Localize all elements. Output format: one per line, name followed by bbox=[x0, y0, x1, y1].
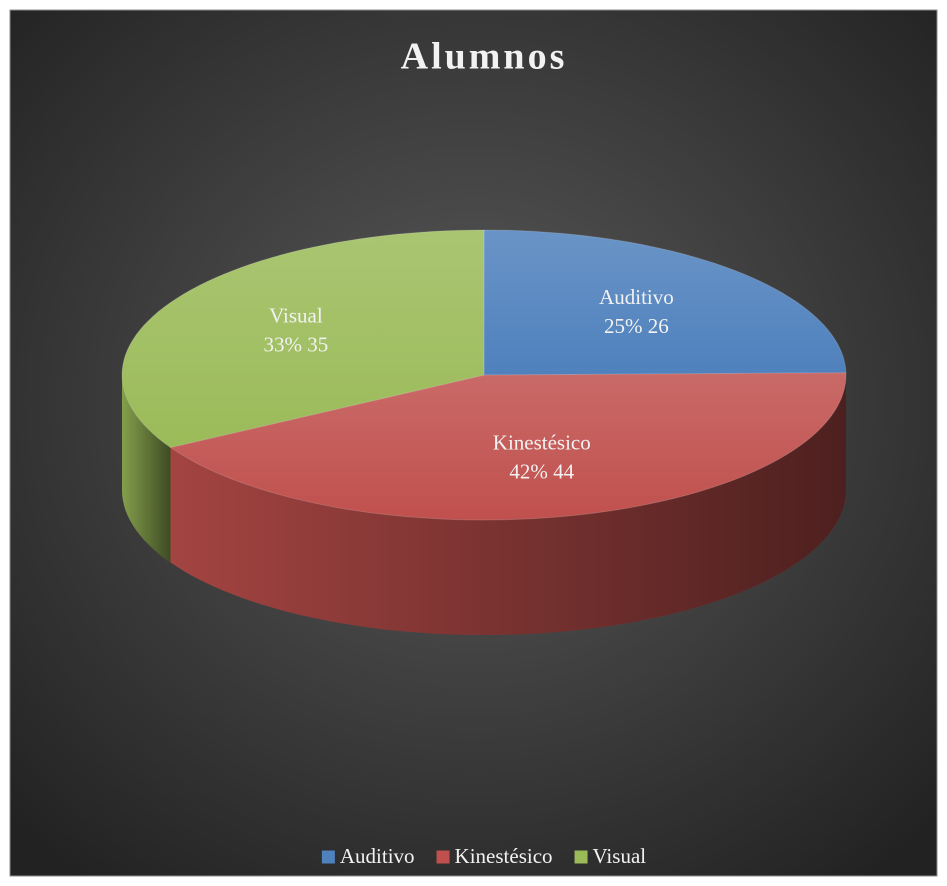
data-label-value: 42% 44 bbox=[509, 460, 574, 484]
data-label-name: Visual bbox=[269, 303, 323, 327]
legend-label: Kinestésico bbox=[455, 844, 553, 868]
pie-slice-gloss bbox=[484, 230, 846, 375]
pie-side-shade bbox=[122, 375, 171, 563]
legend-label: Auditivo bbox=[340, 844, 415, 868]
legend-swatch bbox=[574, 850, 588, 864]
pie-slice-gloss bbox=[170, 372, 846, 520]
legend-swatch bbox=[436, 850, 450, 864]
pie-slice-gloss bbox=[122, 230, 484, 448]
legend-swatch bbox=[321, 850, 335, 864]
pie-side-shade bbox=[170, 375, 846, 635]
chart-title: Alumnos bbox=[401, 36, 568, 78]
legend-label: Visual bbox=[593, 844, 647, 868]
data-label-value: 25% 26 bbox=[604, 314, 669, 338]
data-label-name: Auditivo bbox=[599, 285, 674, 309]
data-label-name: Kinestésico bbox=[493, 431, 591, 455]
data-label-value: 33% 35 bbox=[264, 332, 329, 356]
